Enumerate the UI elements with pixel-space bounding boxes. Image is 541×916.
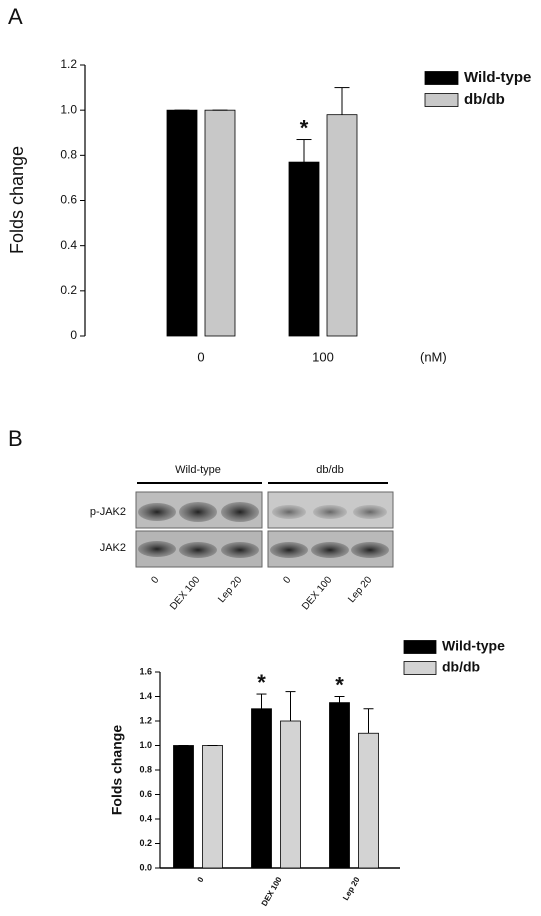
blot-band [221,502,259,522]
y-tick-label: 1.2 [139,715,152,725]
blot-band [221,542,259,558]
blot-band [138,503,176,521]
x-tick-label: 100 [312,349,334,364]
lane-label: 0 [281,574,293,586]
y-tick-label: 0.2 [139,838,152,848]
y-tick-label: 1.6 [139,666,152,676]
panel-label: B [8,426,23,451]
x-tick-label: 0 [197,349,204,364]
bar [358,732,379,869]
lane-label: Lep 20 [346,574,374,605]
y-tick-label: 1.4 [139,691,152,701]
legend-swatch [403,640,437,654]
y-tick-label: 0.2 [60,283,77,297]
legend-swatch [424,71,459,85]
legend-label: Wild-type [442,638,505,654]
bar [288,161,320,337]
y-tick-label: 0.0 [139,862,152,872]
bar [166,109,198,337]
lane-label: DEX 100 [300,574,334,612]
bar [202,745,223,869]
bar [204,109,236,337]
significance-marker: * [257,670,266,695]
blot-band [138,541,176,557]
blot-band [313,505,347,519]
lane-label: DEX 100 [168,574,202,612]
lane-label: 0 [149,574,161,586]
blot-group-label: db/db [316,464,344,476]
blot-band [351,542,389,558]
y-tick-label: 0.8 [60,148,77,162]
significance-marker: * [335,672,344,697]
legend-swatch [403,661,437,675]
y-tick-label: 0.6 [139,789,152,799]
x-tick-label: 0 [196,875,206,884]
blot-band [179,502,217,522]
x-tick-label: Lep 20 [341,875,362,902]
blot-band [353,505,387,519]
legend-label: db/db [464,91,505,108]
bar [280,720,301,869]
y-tick-label: 0.4 [139,813,152,823]
bar [326,114,358,337]
blot-row-label: p-JAK2 [90,506,126,518]
lane-label: Lep 20 [216,574,244,605]
blot-band [311,542,349,558]
legend-swatch [424,93,459,107]
x-tick-label: DEX 100 [260,875,284,908]
blot-band [179,542,217,558]
y-tick-label: 1.0 [139,740,152,750]
legend-label: Wild-type [464,69,531,86]
y-tick-label: 1.0 [60,102,77,116]
blot-row-label: JAK2 [100,542,126,554]
y-tick-label: 0.4 [60,238,77,252]
panel-label: A [8,4,23,29]
significance-marker: * [300,115,309,140]
bar [329,702,350,869]
x-unit: (nM) [420,349,447,364]
y-axis-label: Folds change [7,146,27,254]
y-tick-label: 0.6 [60,193,77,207]
y-tick-label: 0 [70,328,77,342]
legend-label: db/db [442,659,480,675]
bar [173,745,194,869]
bar [251,708,272,869]
blot-band [272,505,306,519]
y-axis-label: Folds change [109,725,125,815]
blot-band [270,542,308,558]
y-tick-label: 0.8 [139,764,152,774]
western-blot: Wild-type db/db p-JAK2 JAK2 [90,464,394,568]
blot-group-label: Wild-type [175,464,221,476]
y-tick-label: 1.2 [60,57,77,71]
